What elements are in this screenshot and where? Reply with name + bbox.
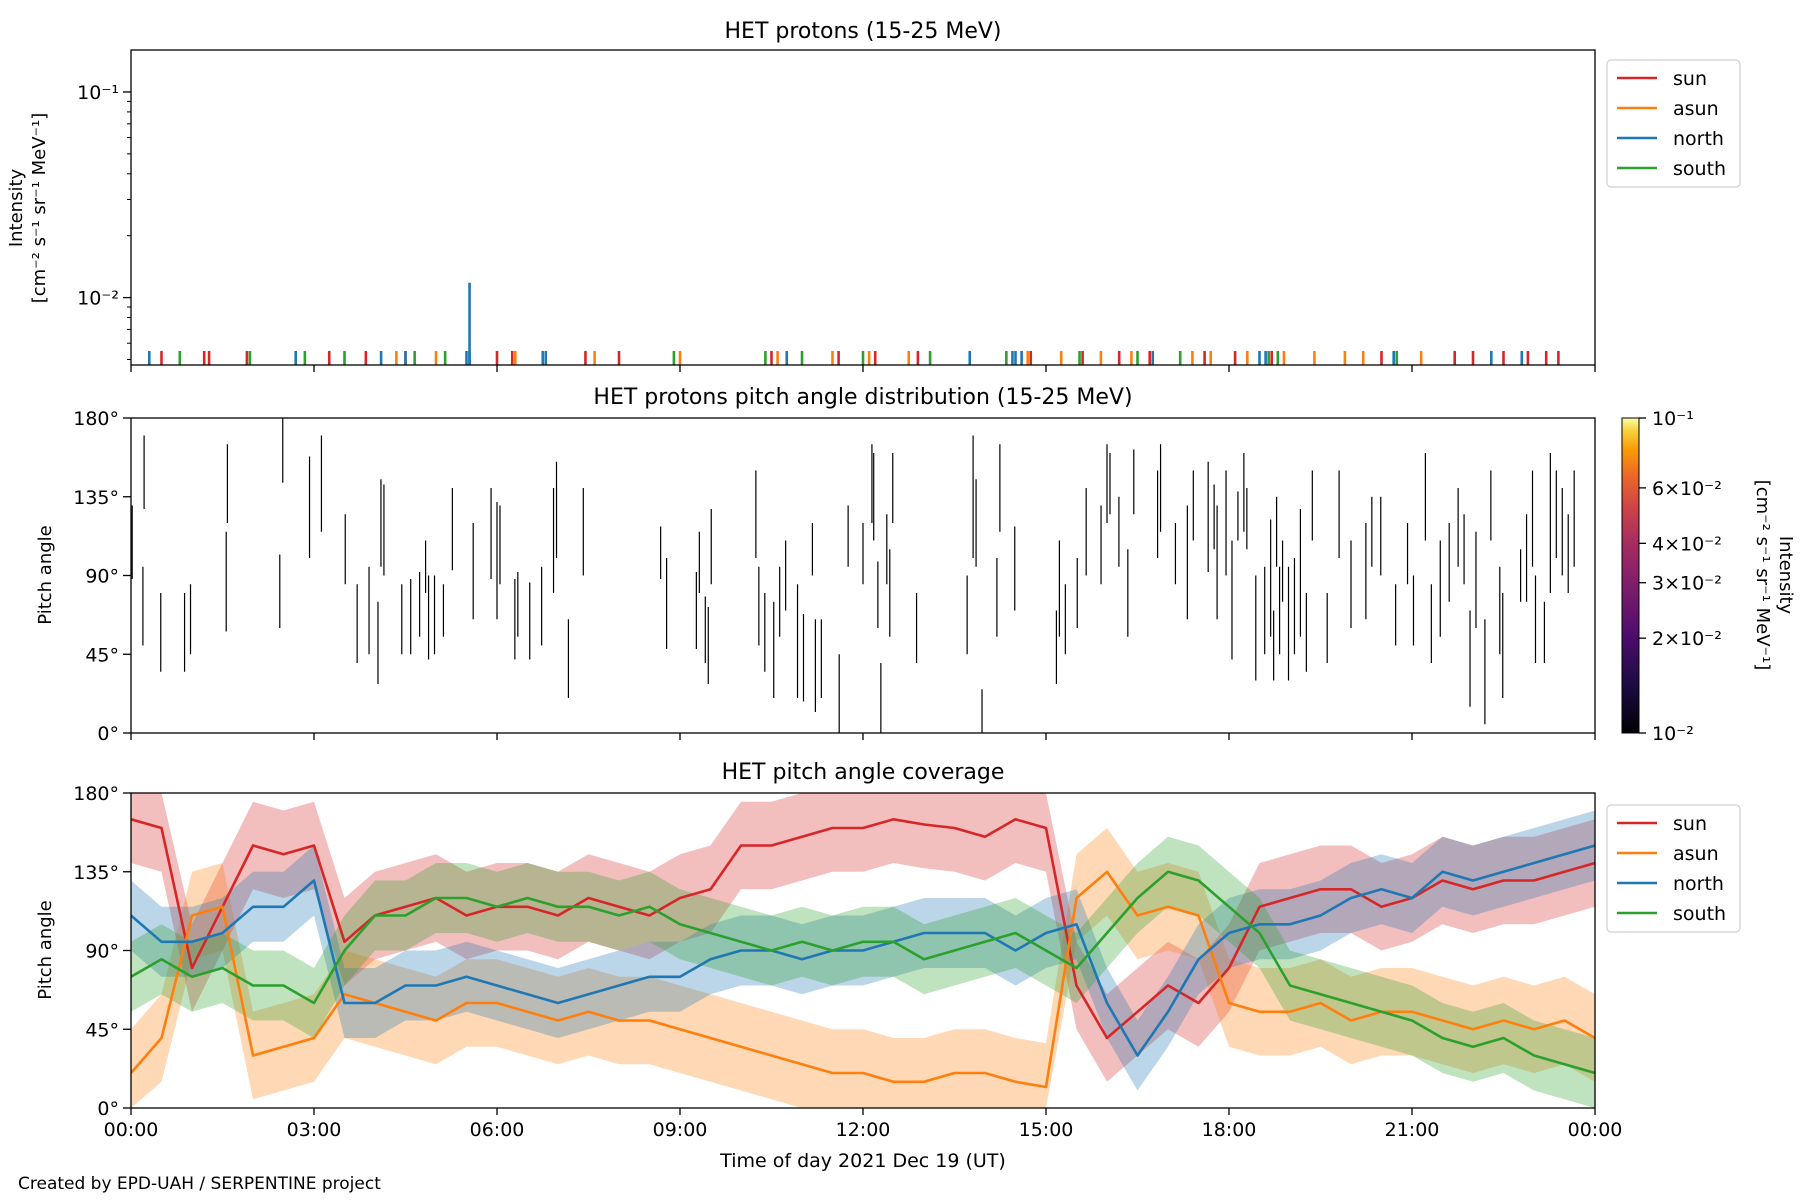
coverage-line-north [131, 844, 1595, 1057]
x-tick-label: 03:00 [287, 1119, 342, 1141]
coverage-line-south [131, 870, 1595, 1075]
panel-pad-yticks: 0° 45° 90° 135° 180° [73, 408, 131, 745]
legend-label-north: north [1673, 873, 1724, 895]
panel-intensity-marks [148, 282, 1560, 365]
panel-intensity: HET protons (15-25 MeV) Intensity [cm⁻² … [6, 19, 1741, 372]
panel-coverage: HET pitch angle coverage Pitch angle 0° 4… [35, 760, 1741, 1172]
panel-coverage-frame [130, 792, 1596, 1109]
y-tick-label: 180° [73, 783, 119, 805]
panel-pad-ylabel: Pitch angle [35, 525, 56, 624]
y-tick-label: 135° [73, 487, 119, 509]
y-tick-label: 0° [97, 1098, 119, 1120]
colorbar [1621, 417, 1640, 734]
colorbar-tick-label: 4×10⁻² [1652, 533, 1722, 555]
y-tick-label: 10⁻¹ [77, 82, 119, 104]
panel-intensity-xticks [130, 365, 1596, 372]
coverage-band-asun [131, 828, 1595, 1108]
y-tick-label: 10⁻² [77, 288, 119, 310]
colorbar-tick-label: 10⁻¹ [1652, 408, 1694, 430]
panel-intensity-title: HET protons (15-25 MeV) [725, 19, 1002, 44]
panel-pad-marks [131, 418, 1575, 733]
legend-box [1606, 804, 1741, 933]
y-tick-label: 90° [85, 566, 119, 588]
panel-coverage-title: HET pitch angle coverage [722, 760, 1005, 785]
x-tick-label: 06:00 [470, 1119, 525, 1141]
y-tick-label: 90° [85, 941, 119, 963]
panel-pad-title: HET protons pitch angle distribution (15… [593, 385, 1132, 410]
y-tick-label: 0° [97, 723, 119, 745]
coverage-band-south [131, 836, 1595, 1108]
panel-intensity-ylabel-line2: [cm⁻² s⁻¹ sr⁻¹ MeV⁻¹] [29, 113, 50, 304]
colorbar-label: Intensity [cm⁻² s⁻¹ sr⁻¹ MeV⁻¹] [1752, 480, 1796, 671]
panel-coverage-marks [131, 793, 1595, 1108]
x-tick-label: 09:00 [653, 1119, 708, 1141]
x-tick-label: 15:00 [1019, 1119, 1074, 1141]
panel-coverage-yticks: 0° 45° 90° 135° 180° [73, 783, 131, 1120]
panel-intensity-frame [130, 49, 1596, 366]
colorbar-label-line2: [cm⁻² s⁻¹ sr⁻¹ MeV⁻¹] [1752, 480, 1773, 671]
panel-intensity-ylabel: Intensity [cm⁻² s⁻¹ sr⁻¹ MeV⁻¹] [6, 113, 50, 304]
legend-label-asun: asun [1673, 843, 1719, 865]
x-tick-label: 21:00 [1385, 1119, 1440, 1141]
y-tick-label: 45° [85, 644, 119, 666]
coverage-band-sun [131, 793, 1595, 1082]
legend-box [1606, 59, 1741, 188]
panel-pad: HET protons pitch angle distribution (15… [35, 385, 1796, 745]
legend-label-south: south [1673, 903, 1726, 925]
colorbar-tick-label: 3×10⁻² [1652, 573, 1722, 595]
x-tick-label: 12:00 [836, 1119, 891, 1141]
panel-pad-frame [130, 417, 1596, 734]
colorbar-tick-label: 6×10⁻² [1652, 478, 1722, 500]
panel-coverage-ylabel: Pitch angle [35, 900, 56, 999]
panel-coverage-xticks: 00:00 03:00 06:00 09:00 12:00 15:00 18:00 21:00… [104, 1108, 1623, 1141]
legend-label-sun: sun [1673, 813, 1707, 835]
legend-label-asun: asun [1673, 98, 1719, 120]
y-tick-label: 45° [85, 1019, 119, 1041]
colorbar-ticks: 10⁻¹ 6×10⁻² 4×10⁻² 3×10⁻² 2×10⁻² 10⁻² [1639, 408, 1722, 745]
colorbar-tick-label: 2×10⁻² [1652, 628, 1722, 650]
colorbar-tick-label: 10⁻² [1652, 723, 1694, 745]
y-tick-label: 135° [73, 862, 119, 884]
panel-pad-xticks [130, 733, 1596, 740]
panel-intensity-ylabel-line1: Intensity [6, 168, 27, 247]
legend-label-north: north [1673, 128, 1724, 150]
y-tick-label: 180° [73, 408, 119, 430]
panel-intensity-legend: sun asun north south [1606, 59, 1741, 188]
colorbar-label-line1: Intensity [1775, 536, 1796, 615]
panel-coverage-legend: sun asun north south [1606, 804, 1741, 933]
panel-coverage-xlabel: Time of day 2021 Dec 19 (UT) [719, 1150, 1006, 1172]
x-tick-label: 00:00 [1568, 1119, 1623, 1141]
x-tick-label: 18:00 [1202, 1119, 1257, 1141]
legend-label-sun: sun [1673, 68, 1707, 90]
credit-text: Created by EPD-UAH / SERPENTINE project [18, 1174, 381, 1194]
panel-intensity-yticks: 10⁻¹ 10⁻² [77, 82, 131, 360]
legend-label-south: south [1673, 158, 1726, 180]
x-tick-label: 00:00 [104, 1119, 159, 1141]
